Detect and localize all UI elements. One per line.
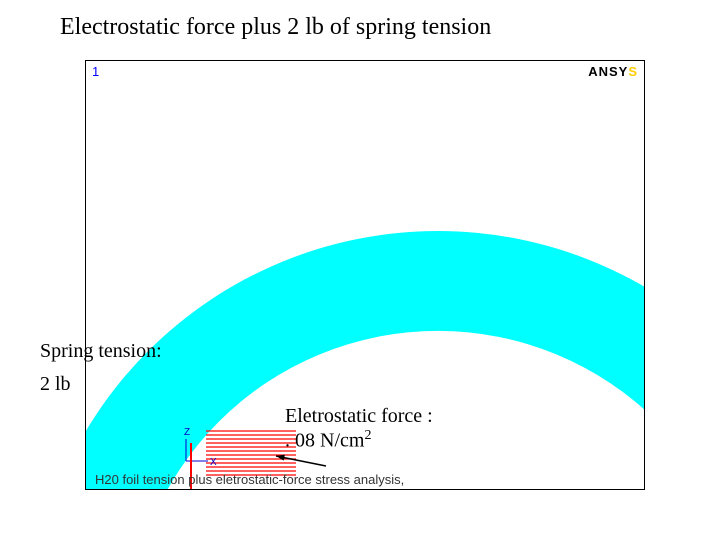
spring-tension-block: Spring tension: 2 lb [40, 340, 162, 396]
electrostatic-force-label: Eletrostatic force : [285, 405, 433, 428]
electrostatic-force-block: Eletrostatic force : . 08 N/cm2 [285, 405, 433, 453]
svg-text:X: X [210, 457, 217, 468]
plot-caption-text: H20 foil tension plus eletrostatic-force… [95, 472, 404, 487]
plot-index-number: 1 [92, 64, 99, 79]
slide-title: Electrostatic force plus 2 lb of spring … [60, 14, 491, 41]
svg-text:Z: Z [184, 427, 190, 438]
spring-tension-label: Spring tension: [40, 340, 162, 363]
ansys-logo: ANSYS [588, 64, 638, 79]
electrostatic-force-value: . 08 N/cm2 [285, 428, 433, 453]
spring-tension-value: 2 lb [40, 373, 162, 396]
